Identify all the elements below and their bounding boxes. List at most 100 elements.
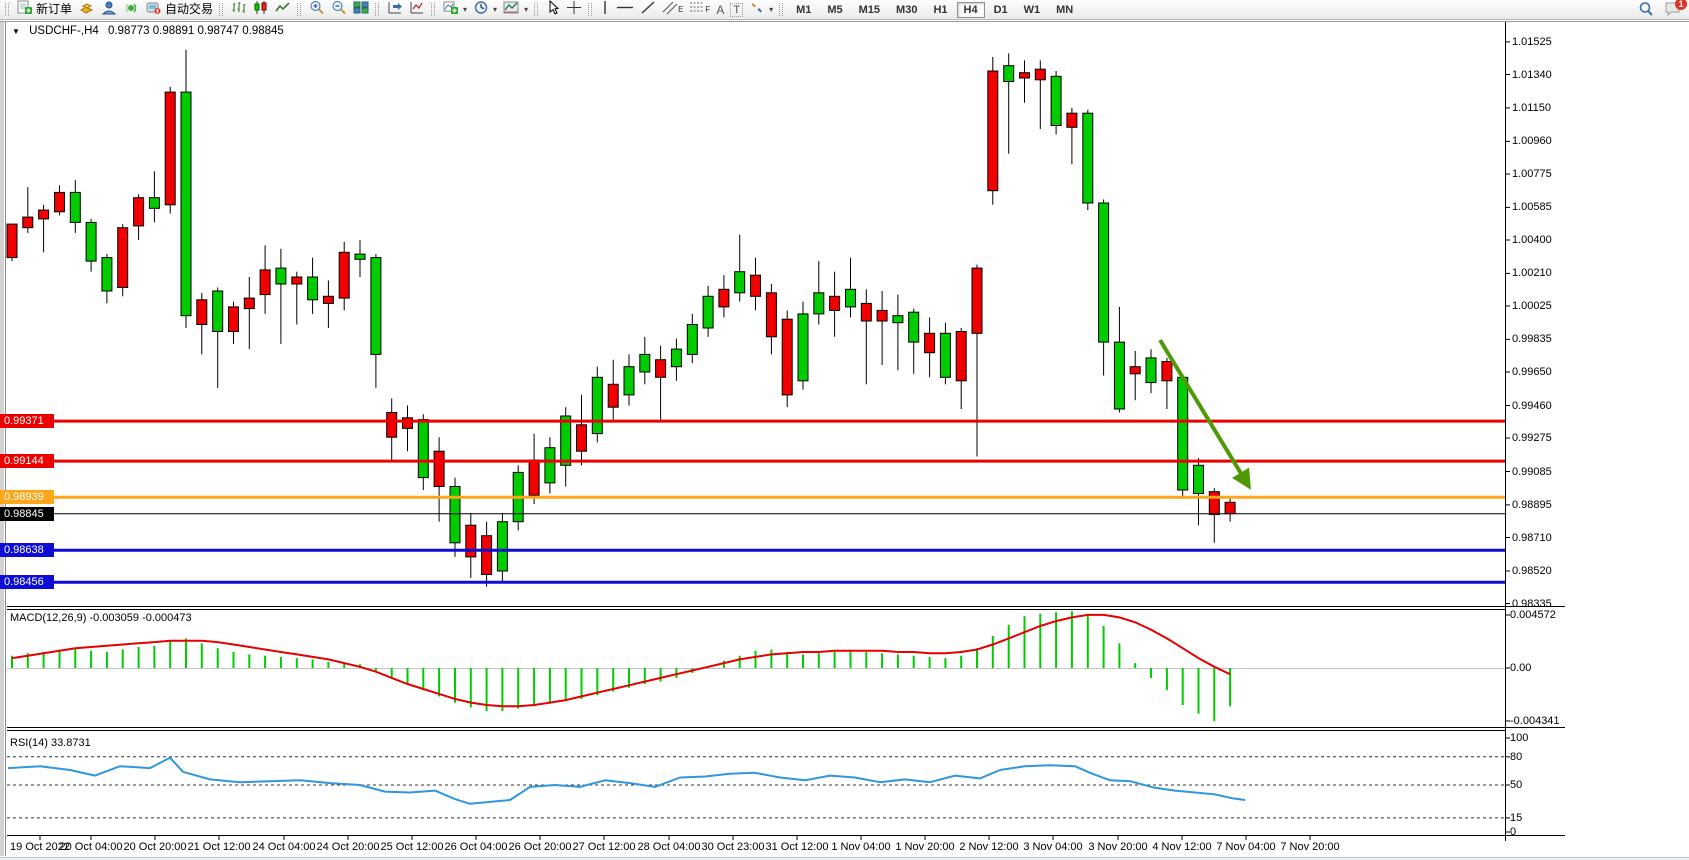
text-tool-button[interactable]: A (713, 1, 727, 18)
crosshair-tool-button[interactable] (563, 0, 585, 18)
cursor-tool-button[interactable] (543, 0, 563, 18)
candle-body (892, 315, 904, 324)
toolbar-grip (297, 3, 302, 16)
candle-body (417, 419, 429, 479)
candle-body (1161, 361, 1173, 382)
channel-tool-button[interactable]: E (659, 1, 686, 18)
indicators-button[interactable]: ▾ (440, 1, 470, 18)
candle-body (845, 288, 856, 308)
signals-button[interactable] (120, 1, 142, 18)
main-toolbar: 新订单 自动交易 ▾ ▾ ▾ E F A T ▾ (0, 0, 1689, 20)
candle-body (686, 324, 698, 355)
candle-body (718, 288, 730, 308)
market-depth-button[interactable] (75, 1, 98, 18)
timeframe-button-m15[interactable]: M15 (858, 3, 881, 16)
candlestick-chart-icon (253, 0, 269, 20)
search-icon[interactable] (1638, 1, 1654, 22)
price-level-handle[interactable] (7, 456, 16, 466)
zoom-in-button[interactable] (306, 0, 328, 18)
arrows-tool-icon (749, 0, 765, 20)
candle-body (750, 274, 761, 297)
timeframe-button-h4[interactable]: H4 (956, 1, 985, 18)
timeframe-button-h1[interactable]: H1 (933, 3, 948, 16)
signal-icon (123, 0, 139, 20)
channel-letter: E (678, 5, 684, 14)
timeframe-button-m30[interactable]: M30 (896, 3, 918, 16)
vertical-line-tool-button[interactable] (597, 0, 613, 18)
text-label-icon: T (730, 2, 744, 17)
candle-body (54, 191, 65, 213)
horizontal-line-tool-button[interactable] (613, 1, 637, 18)
candle-body (544, 447, 556, 484)
trend-arrow[interactable] (1158, 338, 1251, 490)
candle-body (876, 309, 888, 322)
rsi-line (7, 756, 1246, 805)
candle-body (655, 359, 667, 378)
candle-body (354, 253, 366, 260)
templates-button[interactable]: ▾ (500, 1, 531, 18)
auto-scroll-button[interactable] (406, 1, 428, 18)
candle-body (987, 70, 999, 192)
price-level-handle[interactable] (7, 545, 16, 555)
chart-expander-icon[interactable]: ▼ (12, 27, 20, 36)
price-level-handle[interactable] (7, 416, 16, 426)
timeframe-button-m5[interactable]: M5 (827, 3, 843, 16)
candle-body (1050, 75, 1062, 127)
fibonacci-tool-button[interactable]: F (686, 1, 713, 18)
tile-windows-button[interactable] (350, 1, 372, 18)
toolbar-grip (431, 3, 436, 16)
chart-shift-icon (387, 0, 403, 20)
candle-body (607, 383, 619, 408)
line-chart-button[interactable] (272, 1, 294, 18)
chart-ohlc-values: 0.98773 0.98891 0.98747 0.98845 (107, 25, 284, 37)
price-level-handle[interactable] (7, 492, 16, 502)
toolbar-grip (779, 3, 784, 16)
timeframe-button-mn[interactable]: MN (1056, 3, 1074, 16)
candle-body (449, 486, 461, 544)
candle-body (1224, 501, 1236, 515)
autotrading-button[interactable]: 自动交易 (142, 1, 216, 18)
candle-body (702, 295, 714, 329)
candle-body (69, 191, 81, 223)
auto-scroll-icon (409, 0, 425, 20)
indicators-icon (443, 0, 459, 20)
price-level-handle[interactable] (7, 577, 16, 587)
new-order-button[interactable]: 新订单 (14, 0, 75, 18)
accounts-button[interactable] (98, 1, 120, 18)
candle-body (196, 299, 208, 325)
candle-body (1066, 112, 1078, 128)
candle-body (1113, 341, 1125, 410)
text-label-tool-button[interactable]: T (727, 1, 746, 18)
templates-icon (503, 0, 520, 20)
zoom-out-button[interactable] (328, 0, 350, 18)
timeframe-button-m1[interactable]: M1 (796, 3, 812, 16)
text-tool-icon: A (716, 2, 725, 17)
timeframe-button-w1[interactable]: W1 (1023, 3, 1041, 16)
candle-body (1098, 202, 1110, 343)
notification-badge: 1 (1675, 0, 1687, 10)
candle-body (591, 376, 603, 435)
dropdown-arrow-icon: ▾ (769, 5, 774, 14)
trendline-tool-button[interactable] (637, 0, 659, 18)
notifications-button[interactable]: 1 (1664, 0, 1687, 22)
candle-body (386, 412, 398, 438)
candle-body (275, 267, 287, 285)
candle-body (1208, 491, 1220, 516)
line-chart-icon (275, 0, 291, 20)
chart-shift-button[interactable] (384, 1, 406, 18)
bar-chart-button[interactable] (228, 1, 250, 18)
arrows-tool-button[interactable]: ▾ (746, 1, 776, 18)
periods-button[interactable]: ▾ (470, 0, 500, 18)
autotrading-label: 自动交易 (165, 2, 214, 16)
horizontal-line-icon (616, 0, 634, 20)
timeframe-button-d1[interactable]: D1 (993, 3, 1008, 16)
new-order-label: 新订单 (36, 2, 73, 16)
candlestick-chart-button[interactable] (250, 0, 272, 20)
chart-symbol-label: USDCHF-,H4 (29, 25, 99, 37)
candle-body (6, 223, 18, 259)
dropdown-arrow-icon: ▾ (493, 5, 498, 14)
toolbar-grip (375, 3, 380, 16)
candle-body (148, 197, 160, 209)
